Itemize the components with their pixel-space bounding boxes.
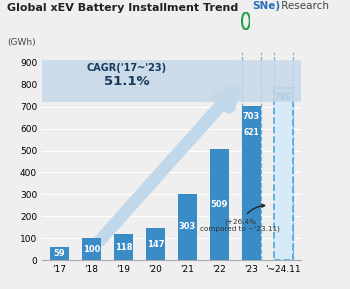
Text: 303: 303 bbox=[179, 223, 196, 231]
Text: 786: 786 bbox=[275, 93, 292, 102]
Text: 509: 509 bbox=[211, 200, 228, 209]
Bar bbox=[114, 234, 133, 260]
Bar bbox=[242, 106, 261, 260]
Text: 59: 59 bbox=[54, 249, 65, 258]
Bar bbox=[146, 228, 165, 260]
Bar bbox=[210, 149, 229, 260]
Bar bbox=[178, 194, 197, 260]
FancyBboxPatch shape bbox=[0, 60, 350, 102]
Text: 621: 621 bbox=[244, 129, 259, 138]
Text: 703: 703 bbox=[243, 112, 260, 121]
Bar bbox=[82, 238, 101, 260]
Text: 51.1%: 51.1% bbox=[104, 75, 149, 88]
Text: Research: Research bbox=[278, 1, 329, 12]
Text: SNe): SNe) bbox=[252, 1, 280, 12]
Bar bbox=[274, 88, 293, 260]
Text: (GWh): (GWh) bbox=[7, 38, 36, 47]
Text: 100: 100 bbox=[83, 245, 100, 254]
Bar bbox=[50, 247, 69, 260]
Text: 118: 118 bbox=[115, 243, 132, 252]
Text: (+26.4%
compared to ~'23.11): (+26.4% compared to ~'23.11) bbox=[200, 204, 280, 232]
Text: Global xEV Battery Installment Trend: Global xEV Battery Installment Trend bbox=[7, 3, 238, 13]
Text: 147: 147 bbox=[147, 240, 164, 249]
Text: CAGR('17~'23): CAGR('17~'23) bbox=[87, 64, 167, 73]
